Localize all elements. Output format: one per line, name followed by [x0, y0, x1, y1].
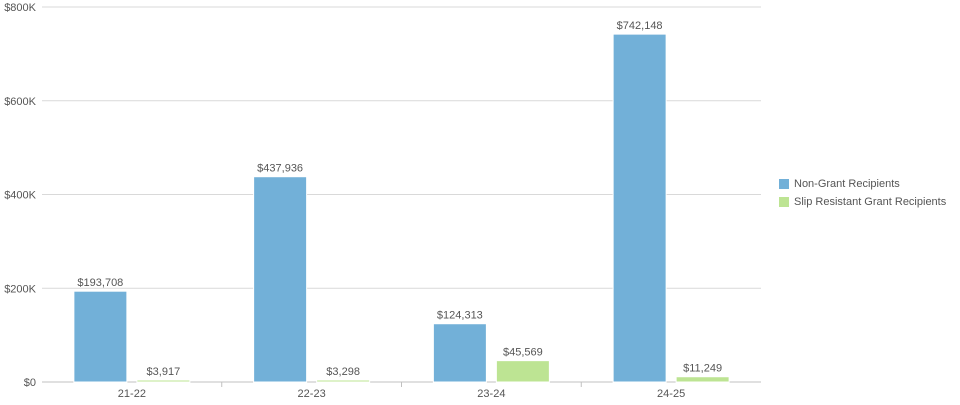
- bar-non-grant-recipients-21-22: [73, 290, 128, 383]
- bar-slip-resistant-grant-recipients-24-25: [675, 376, 730, 383]
- x-tick-label-23-24: 23-24: [477, 388, 505, 400]
- y-tick-label-200k: $200K: [4, 283, 36, 295]
- data-label-slip-resistant-grant-recipients-23-24: $45,569: [503, 347, 543, 359]
- data-label-slip-resistant-grant-recipients-24-25: $11,249: [683, 363, 722, 375]
- legend-swatch-non-grant: [779, 179, 789, 189]
- data-label-non-grant-recipients-22-23: $437,936: [257, 163, 303, 175]
- data-label-slip-resistant-grant-recipients-22-23: $3,298: [326, 366, 360, 378]
- data-label-non-grant-recipients-24-25: $742,148: [617, 20, 663, 32]
- bar-non-grant-recipients-22-23: [253, 176, 308, 383]
- legend: Non-Grant Recipients Slip Resistant Gran…: [779, 175, 946, 211]
- bar-slip-resistant-grant-recipients-22-23: [316, 379, 371, 383]
- y-tick-label-400k: $400K: [4, 190, 36, 202]
- bar-slip-resistant-grant-recipients-23-24: [495, 360, 550, 383]
- x-tick-label-22-23: 22-23: [298, 388, 326, 400]
- y-tick-label-0: $0: [24, 377, 36, 389]
- legend-item-non-grant[interactable]: Non-Grant Recipients: [779, 175, 946, 193]
- legend-label-slip-resistant: Slip Resistant Grant Recipients: [794, 196, 947, 208]
- data-label-non-grant-recipients-23-24: $124,313: [437, 310, 483, 322]
- y-tick-label-800k: $800K: [4, 2, 36, 14]
- bar-non-grant-recipients-23-24: [432, 323, 487, 383]
- data-label-slip-resistant-grant-recipients-21-22: $3,917: [147, 366, 181, 378]
- x-tick-label-21-22: 21-22: [118, 388, 146, 400]
- data-label-non-grant-recipients-21-22: $193,708: [77, 277, 123, 289]
- bar-non-grant-recipients-24-25: [612, 33, 667, 383]
- bar-slip-resistant-grant-recipients-21-22: [136, 379, 191, 383]
- legend-swatch-slip-resistant: [779, 197, 789, 207]
- legend-item-slip-resistant[interactable]: Slip Resistant Grant Recipients: [779, 193, 946, 211]
- legend-label-non-grant: Non-Grant Recipients: [794, 178, 900, 190]
- x-tick-label-24-25: 24-25: [657, 388, 685, 400]
- y-tick-label-600k: $600K: [4, 96, 36, 108]
